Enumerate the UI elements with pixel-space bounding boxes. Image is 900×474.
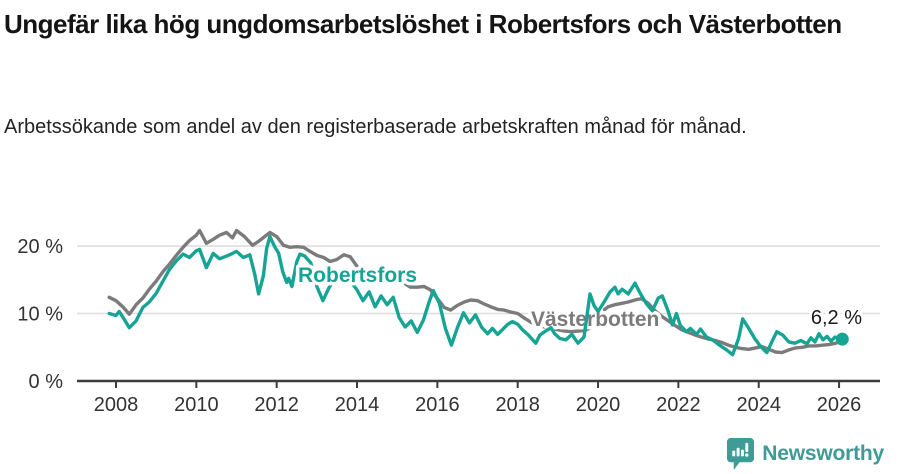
series-label-robertsfors: Robertsfors [298, 264, 417, 287]
x-tick-label: 2018 [495, 394, 540, 416]
latest-value-annotation: 6,2 % [811, 307, 862, 329]
y-tick-label: 20 % [17, 236, 63, 258]
y-tick-label: 10 % [17, 304, 63, 326]
x-tick-label: 2026 [817, 394, 862, 416]
x-tick-label: 2016 [415, 394, 460, 416]
newsworthy-logo-icon [727, 438, 755, 470]
y-tick-label: 0 % [29, 371, 64, 393]
chart-subtitle: Arbetssökande som andel av den registerb… [4, 116, 747, 138]
x-tick-label: 2014 [335, 394, 380, 416]
latest-value-dot [835, 332, 849, 346]
series-line-robertsfors [107, 234, 844, 357]
chart-title: Ungefär lika hög ungdomsarbetslöshet i R… [4, 9, 842, 39]
x-tick-label: 2010 [174, 394, 219, 416]
x-tick-label: 2024 [736, 394, 781, 416]
x-tick-label: 2022 [656, 394, 701, 416]
brand-name: Newsworthy [762, 442, 884, 465]
series-line-västerbotten [107, 228, 841, 355]
x-tick-label: 2012 [254, 394, 299, 416]
x-tick-label: 2020 [576, 394, 621, 416]
newsworthy-brand: Newsworthy [726, 437, 884, 471]
x-tick-label: 2008 [94, 394, 139, 416]
